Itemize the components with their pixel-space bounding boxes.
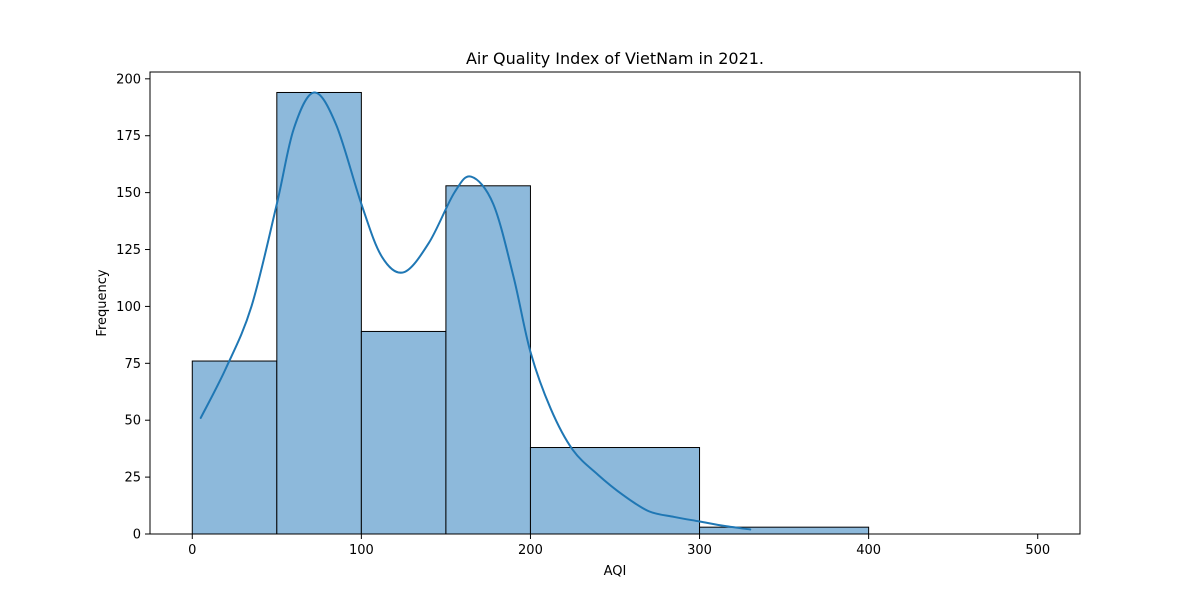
histogram-bar	[276, 91, 362, 535]
histogram-bar	[360, 330, 447, 535]
y-tick-label: 175	[116, 129, 141, 144]
x-tick-label: 300	[687, 543, 712, 558]
plot-frame	[149, 71, 1081, 535]
chart-title: Air Quality Index of VietNam in 2021.	[466, 49, 764, 68]
y-tick-label: 25	[124, 471, 141, 486]
y-tick-label: 100	[116, 300, 141, 315]
x-tick-label: 400	[856, 543, 881, 558]
x-tick-label: 500	[1025, 543, 1050, 558]
y-tick-label: 0	[133, 528, 141, 543]
histogram-bar	[445, 185, 531, 535]
y-axis: 0 25 50 75 100 125 150 175 200	[116, 72, 150, 543]
x-tick-label: 0	[188, 543, 196, 558]
y-tick-label: 125	[116, 243, 141, 258]
histogram-bar	[699, 526, 870, 535]
x-tick-label: 100	[349, 543, 374, 558]
histogram-bar	[191, 360, 278, 535]
histogram-bar	[529, 447, 701, 535]
bars	[191, 91, 870, 535]
x-axis: 0 100 200 300 400 500	[188, 534, 1050, 558]
y-tick-label: 150	[116, 186, 141, 201]
y-axis-label: Frequency	[95, 269, 110, 336]
x-tick-label: 200	[518, 543, 543, 558]
x-axis-label: AQI	[604, 564, 627, 579]
kde-curve-group	[199, 91, 752, 531]
y-tick-label: 50	[124, 414, 141, 429]
y-tick-label: 75	[124, 357, 141, 372]
y-tick-label: 200	[116, 72, 141, 87]
kde-line	[199, 91, 752, 531]
